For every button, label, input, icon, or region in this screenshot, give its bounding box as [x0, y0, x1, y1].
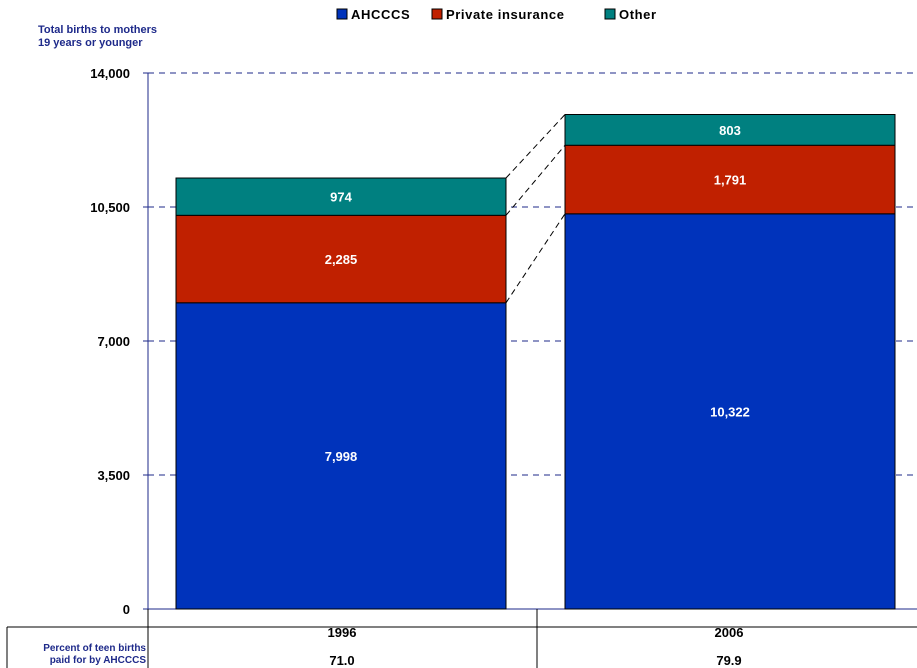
- legend-label-1: Private insurance: [446, 7, 565, 22]
- x-tick-label-1: 2006: [715, 625, 744, 640]
- bar-1996-private-insurance: [175, 214, 507, 304]
- data-label-2006-1: 1,791: [714, 173, 747, 188]
- table-value-1: 79.9: [716, 653, 741, 668]
- y-tick-label-3: 10,500: [90, 200, 130, 215]
- y-tick-labels: 0 3,500 7,000 10,500 14,000: [90, 66, 130, 617]
- legend-label-2: Other: [619, 7, 657, 22]
- y-tick-label-0: 0: [123, 602, 130, 617]
- connector-line-2: [505, 114, 566, 179]
- legend-label-0: AHCCCS: [351, 7, 410, 22]
- legend-swatch-0: [336, 8, 348, 20]
- connector-line-1: [505, 144, 566, 216]
- y-tick-label-2: 7,000: [97, 334, 130, 349]
- bar-1996-ahcccs: [175, 302, 507, 610]
- y-tick-label-4: 14,000: [90, 66, 130, 81]
- x-tick-label-0: 1996: [328, 625, 357, 640]
- data-label-1996-1: 2,285: [325, 252, 358, 267]
- data-label-1996-2: 974: [330, 190, 352, 205]
- legend: AHCCCS Private insurance Other: [336, 7, 657, 22]
- y-axis-title-line-0: Total births to mothers: [38, 24, 157, 36]
- data-table: 1996 71.0 2006 79.9 Percent of teen birthspa…: [6, 609, 917, 668]
- data-labels: 7,998 2,285 974 10,322 1,791 803: [325, 123, 750, 464]
- bar-2006-ahcccs: [564, 213, 896, 610]
- table-value-0: 71.0: [329, 653, 354, 668]
- table-row-label-line-1: paid for by AHCCCS: [50, 655, 147, 666]
- data-label-2006-0: 10,322: [710, 404, 750, 419]
- connector-line-0: [505, 213, 566, 304]
- legend-swatch-1: [431, 8, 443, 20]
- data-label-1996-0: 7,998: [325, 449, 358, 464]
- table-row-label-line-0: Percent of teen births: [43, 643, 146, 654]
- bars: [175, 114, 896, 610]
- y-tick-label-1: 3,500: [97, 468, 130, 483]
- y-axis-title-line-1: 19 years or younger: [38, 37, 143, 49]
- bar-1996-other: [175, 177, 507, 216]
- series-connector-lines: [505, 114, 566, 304]
- legend-swatch-2: [604, 8, 616, 20]
- bar-2006-other: [564, 114, 896, 146]
- bar-2006-private-insurance: [564, 144, 896, 215]
- data-label-2006-2: 803: [719, 123, 741, 138]
